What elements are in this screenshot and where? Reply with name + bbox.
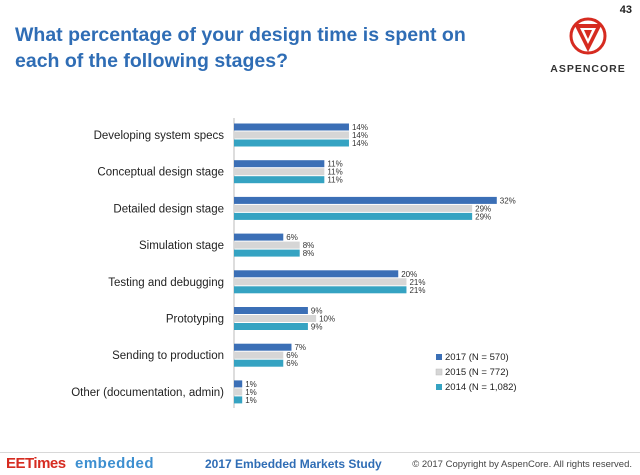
aspencore-logo-icon	[569, 17, 607, 55]
bar-2	[234, 278, 407, 286]
logo-text: ASPENCORE	[550, 63, 626, 75]
data-label: 20%	[401, 270, 417, 279]
bar-chart: Developing system specs14%14%14%Conceptu…	[71, 118, 517, 408]
data-label: 21%	[409, 278, 425, 287]
legend-swatch	[436, 384, 442, 390]
bar-2	[234, 241, 300, 249]
category-label: Detailed design stage	[113, 203, 224, 215]
data-label: 8%	[303, 249, 315, 258]
data-label: 9%	[311, 307, 323, 316]
bar-1	[234, 123, 349, 131]
legend-label: 2017 (N = 570)	[445, 352, 509, 363]
bar-3	[234, 249, 300, 257]
data-label: 11%	[327, 176, 342, 185]
bar-2	[234, 168, 325, 176]
bar-3	[234, 176, 325, 184]
data-label: 6%	[286, 359, 298, 368]
data-label: 10%	[319, 315, 335, 324]
bar-3	[234, 286, 407, 294]
legend-label: 2015 (N = 772)	[445, 367, 509, 378]
bar-3	[234, 212, 473, 220]
category-label: Sending to production	[112, 350, 224, 362]
bar-1	[234, 380, 243, 388]
category-label: Prototyping	[166, 314, 224, 326]
category-label: Developing system specs	[94, 130, 225, 142]
bar-1	[234, 160, 325, 168]
data-label: 11%	[327, 168, 342, 177]
data-label: 14%	[352, 131, 368, 140]
data-label: 6%	[286, 351, 298, 360]
bar-1	[234, 343, 292, 351]
bar-2	[234, 388, 243, 396]
data-label: 8%	[303, 241, 315, 250]
data-label: 6%	[286, 233, 298, 242]
bar-1	[234, 196, 497, 204]
bar-2	[234, 315, 317, 322]
data-label: 32%	[500, 196, 516, 205]
legend-label: 2014 (N = 1,082)	[445, 382, 517, 393]
category-label: Conceptual design stage	[97, 167, 224, 179]
study-title: 2017 Embedded Markets Study	[205, 457, 382, 471]
data-label: 14%	[352, 139, 368, 148]
bar-1	[234, 233, 284, 241]
data-label: 1%	[245, 396, 257, 405]
data-label: 7%	[294, 343, 306, 352]
embedded-logo: embedded	[75, 455, 155, 472]
bar-2	[234, 204, 473, 212]
page-number: 43	[619, 4, 632, 16]
copyright-text: © 2017 Copyright by AspenCore. All right…	[412, 459, 632, 470]
bar-2	[234, 131, 349, 139]
category-label: Other (documentation, admin)	[71, 387, 224, 399]
category-label: Simulation stage	[139, 240, 224, 252]
bar-3	[234, 359, 284, 367]
data-label: 1%	[245, 388, 257, 397]
data-label: 21%	[409, 286, 425, 295]
bar-1	[234, 270, 399, 278]
bar-3	[234, 323, 308, 330]
data-label: 1%	[245, 380, 257, 389]
data-label: 9%	[311, 323, 323, 332]
category-label: Testing and debugging	[108, 277, 224, 289]
eetimes-logo: EETimes	[6, 455, 66, 472]
legend-swatch	[435, 368, 443, 376]
footer-divider	[0, 452, 640, 453]
bar-3	[234, 396, 243, 404]
bar-2	[234, 351, 284, 359]
data-label: 29%	[475, 212, 491, 221]
legend-swatch	[436, 354, 442, 360]
data-label: 11%	[327, 160, 342, 169]
slide-title: What percentage of your design time is s…	[15, 24, 466, 72]
data-label: 29%	[475, 204, 491, 213]
bar-1	[234, 307, 308, 314]
data-label: 14%	[352, 123, 368, 132]
bar-3	[234, 139, 349, 147]
